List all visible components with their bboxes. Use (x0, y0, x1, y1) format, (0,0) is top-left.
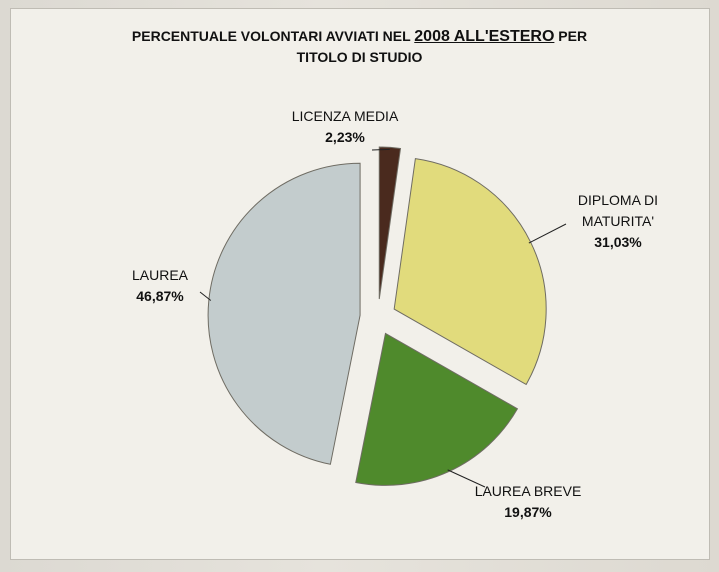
pie-slice-licenza-media (378, 146, 402, 300)
value-diploma: 31,03% (594, 234, 642, 250)
label-diploma-line2: MATURITA' (582, 213, 654, 229)
leader-line-diploma-di-maturita (528, 223, 567, 244)
chart-title-line1: PERCENTUALE VOLONTARI AVVIATI NEL 2008 A… (0, 26, 719, 47)
chart-title-post: PER (554, 28, 588, 44)
leader-line-laurea-breve (447, 469, 486, 488)
value-laurea: 46,87% (136, 288, 184, 304)
chart-title: PERCENTUALE VOLONTARI AVVIATI NEL 2008 A… (0, 26, 719, 67)
label-laurea: LAUREA (132, 267, 189, 283)
chart-title-line2: TITOLO DI STUDIO (296, 49, 423, 65)
pie-slice-laurea-breve (355, 332, 519, 486)
leader-lines (199, 148, 567, 488)
chart-title-underlined: 2008 ALL'ESTERO (414, 28, 555, 45)
label-licenza-media: LICENZA MEDIA (292, 108, 399, 124)
label-laurea-breve: LAUREA BREVE (475, 483, 582, 499)
label-diploma-line1: DIPLOMA DI (578, 192, 658, 208)
pie-slice-laurea (207, 162, 361, 465)
pie-slice-diploma-di-maturita (393, 158, 547, 386)
value-laurea-breve: 19,87% (504, 504, 552, 520)
chart-title-pre: PERCENTUALE VOLONTARI AVVIATI NEL (131, 28, 415, 44)
pie-slices (207, 146, 547, 486)
leader-line-laurea (199, 291, 212, 301)
value-licenza-media: 2,23% (325, 129, 365, 145)
leader-line-licenza-media (371, 148, 390, 151)
